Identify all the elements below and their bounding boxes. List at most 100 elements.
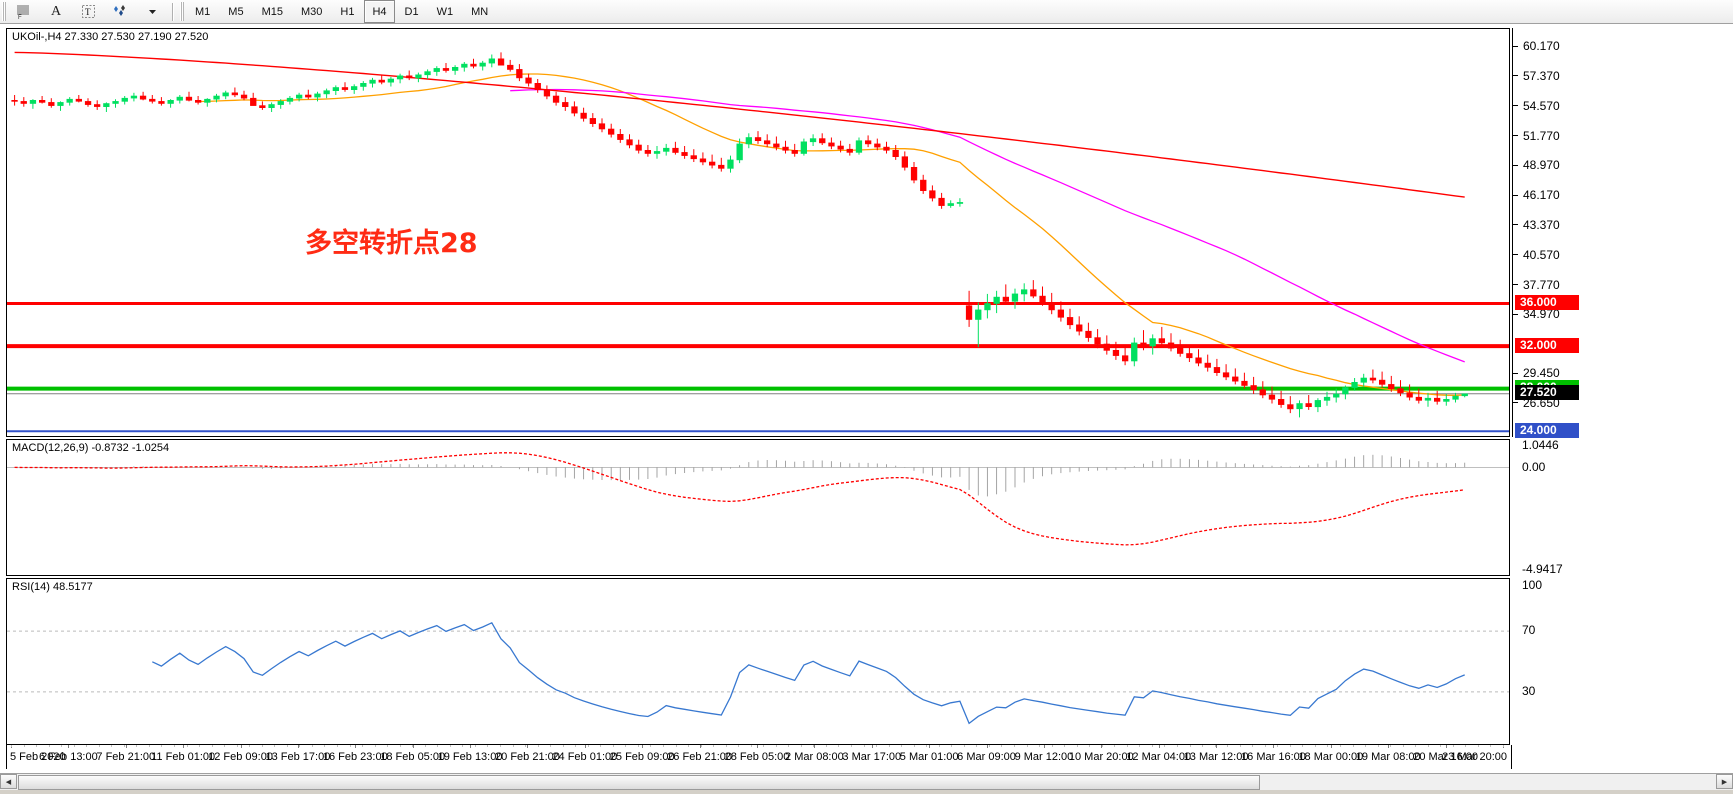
time-axis-minor-tick — [211, 745, 213, 747]
macd-indicator-label: MACD(12,26,9) -0.8732 -1.0254 — [11, 442, 171, 454]
text-box-icon[interactable]: T — [73, 0, 103, 23]
time-axis-minor-tick — [1076, 745, 1078, 747]
time-axis-minor-tick — [575, 745, 577, 747]
time-axis-minor-tick — [1477, 745, 1479, 747]
time-axis-tick — [871, 745, 873, 748]
time-axis-label: 28 Feb 05:00 — [724, 751, 790, 763]
price-level-label[interactable]: 36.000 — [1515, 295, 1579, 311]
rsi-axis: 100 70 30 — [1512, 578, 1733, 745]
time-axis-minor-tick — [1452, 745, 1454, 747]
time-axis-minor-tick — [474, 745, 476, 747]
svg-text:F: F — [18, 15, 22, 20]
time-axis-tick — [1388, 745, 1390, 748]
time-axis-label: 6 Feb 13:00 — [39, 751, 98, 763]
time-axis-minor-tick — [775, 745, 777, 747]
time-axis-minor-tick — [1026, 745, 1028, 747]
time-axis-tick — [355, 745, 357, 748]
time-axis-tick — [814, 745, 816, 748]
time-axis-label: 19 Feb 13:00 — [437, 751, 503, 763]
time-axis-minor-tick — [437, 745, 439, 747]
timeframe-h4[interactable]: H4 — [364, 0, 395, 23]
price-level-label[interactable]: 27.520 — [1515, 385, 1579, 401]
timeframe-m5[interactable]: M5 — [228, 5, 244, 18]
price-tick: 54.570 — [1513, 98, 1560, 113]
price-tick: 37.770 — [1513, 277, 1560, 292]
time-axis-minor-tick — [863, 745, 865, 747]
scroll-right-icon[interactable]: ▶ — [1716, 774, 1733, 789]
time-axis-minor-tick — [662, 745, 664, 747]
price-pane[interactable]: UKOil-,H4 27.330 27.530 27.190 27.520 多空… — [6, 28, 1510, 437]
price-level-label[interactable]: 32.000 — [1515, 337, 1579, 353]
time-axis-minor-tick — [1377, 745, 1379, 747]
time-axis-minor-tick — [1014, 745, 1016, 747]
scrollbar-thumb[interactable] — [18, 775, 1260, 790]
price-axis[interactable]: 60.170 57.370 54.570 51.770 48.970 46.170 43.3… — [1512, 28, 1733, 438]
time-axis-minor-tick — [1101, 745, 1103, 747]
objects-icon[interactable] — [105, 0, 135, 23]
price-tick: 40.570 — [1513, 247, 1560, 262]
time-axis-minor-tick — [1051, 745, 1053, 747]
timeframe-m15[interactable]: M15 — [261, 5, 283, 18]
time-axis-minor-tick — [1390, 745, 1392, 747]
time-axis-minor-tick — [173, 745, 175, 747]
timeframe-h1[interactable]: H1 — [340, 5, 355, 18]
price-tick: 43.370 — [1513, 217, 1560, 232]
timeframe-group: M1 M5 M15 M30 H1 H4 D1 W1 MN — [186, 0, 497, 23]
price-tick: 51.770 — [1513, 128, 1560, 143]
time-axis-minor-tick — [387, 745, 389, 747]
time-axis-minor-tick — [61, 745, 63, 747]
time-axis-minor-tick — [763, 745, 765, 747]
time-axis-minor-tick — [1177, 745, 1179, 747]
time-axis-minor-tick — [249, 745, 251, 747]
time-axis-minor-tick — [1402, 745, 1404, 747]
rsi-plot — [7, 621, 1509, 725]
time-axis-tick — [1445, 745, 1447, 748]
time-axis-minor-tick — [625, 745, 627, 747]
toolbar-grip[interactable] — [2, 2, 8, 21]
crosshair-grid-icon[interactable]: F — [9, 0, 39, 23]
time-axis-minor-tick — [512, 745, 514, 747]
time-axis-minor-tick — [148, 745, 150, 747]
time-axis-minor-tick — [938, 745, 940, 747]
price-level-label[interactable]: 24.000 — [1515, 422, 1579, 438]
price-candlestick-plot — [7, 51, 1509, 433]
text-label-icon[interactable]: A — [50, 3, 62, 19]
time-axis-label: 3 Mar 17:00 — [842, 751, 902, 763]
time-axis-minor-tick — [23, 745, 25, 747]
timeframe-m30[interactable]: M30 — [300, 5, 323, 18]
time-axis-minor-tick — [913, 745, 915, 747]
macd-pane[interactable]: MACD(12,26,9) -0.8732 -1.0254 — [6, 439, 1510, 576]
time-axis-tick — [929, 745, 931, 748]
macd-tick: 1.0446 — [1522, 438, 1559, 453]
time-axis-label: 12 Mar 04:00 — [1126, 751, 1192, 763]
time-axis-minor-tick — [825, 745, 827, 747]
dropdown-arrow-icon[interactable] — [137, 0, 167, 23]
timeframe-d1[interactable]: D1 — [404, 5, 419, 18]
timeframe-m1[interactable]: M1 — [195, 5, 211, 18]
time-axis-tick — [183, 745, 185, 748]
time-axis-label: 16 Mar 16:00 — [1241, 751, 1306, 763]
time-axis[interactable]: 5 Feb 2020 6 Feb 13:00 7 Feb 21:00 11 Feb 0… — [6, 745, 1512, 769]
timeframe-w1[interactable]: W1 — [436, 5, 454, 18]
time-axis-minor-tick — [462, 745, 464, 747]
macd-axis: 1.0446 0.00 -4.9417 — [1512, 438, 1733, 576]
timeframe-group-grip[interactable] — [180, 2, 186, 21]
rsi-pane[interactable]: RSI(14) 48.5177 — [6, 578, 1510, 745]
horizontal-scrollbar[interactable]: ◀ ▶ — [0, 773, 1733, 790]
time-axis-label: 13 Feb 17:00 — [265, 751, 331, 763]
time-axis-minor-tick — [224, 745, 226, 747]
status-bar: ◀ ▶ — [0, 772, 1733, 794]
time-axis-minor-tick — [199, 745, 201, 747]
timeframe-mn[interactable]: MN — [471, 5, 489, 18]
time-axis-tick — [1158, 745, 1160, 748]
time-axis-tick — [240, 745, 242, 748]
scroll-left-icon[interactable]: ◀ — [0, 774, 17, 789]
time-axis-minor-tick — [738, 745, 740, 747]
price-tick: 48.970 — [1513, 158, 1560, 172]
time-axis-minor-tick — [412, 745, 414, 747]
time-axis-minor-tick — [1465, 745, 1467, 747]
time-axis-minor-tick — [951, 745, 953, 747]
time-axis-tick — [986, 745, 988, 748]
time-axis-tick — [1216, 745, 1218, 748]
